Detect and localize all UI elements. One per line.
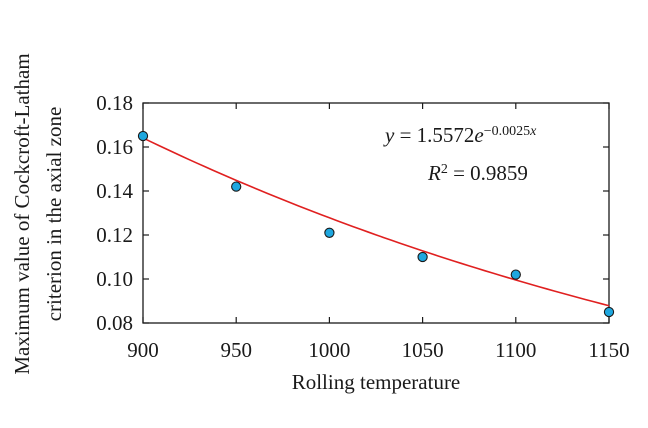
x-axis-title: Rolling temperature (292, 370, 461, 394)
y-axis-title-line1: Maximum value of Cockcroft-Latham (10, 53, 34, 374)
y-tick-label: 0.18 (96, 91, 133, 115)
exponential-trendline (142, 137, 610, 307)
x-tick-label: 1100 (495, 338, 536, 362)
data-point (231, 181, 242, 192)
r-squared-label: R2 = 0.9859 (427, 161, 528, 185)
equation-coefficient: = 1.5572 (394, 123, 474, 147)
y-tick-label: 0.12 (96, 223, 133, 247)
equation-exponent-var: x (529, 124, 537, 139)
x-tick-label: 900 (127, 338, 159, 362)
r2-value: = 0.9859 (448, 161, 528, 185)
equation-y: y (383, 123, 395, 147)
x-tick-label: 1000 (308, 338, 350, 362)
x-tick-label: 1050 (402, 338, 444, 362)
data-point (137, 130, 149, 142)
y-tick-label: 0.14 (96, 179, 133, 203)
trendline-equation: y = 1.5572e−0.0025x (383, 123, 537, 147)
equation-base: e (474, 123, 483, 147)
y-axis-title-line2: criterion in the axial zone (42, 107, 66, 322)
y-tick-label: 0.16 (96, 135, 133, 159)
y-tick-label: 0.08 (96, 311, 133, 335)
x-tick-label: 950 (220, 338, 252, 362)
data-point (510, 269, 521, 280)
y-axis-ticks: 0.08 0.10 0.12 0.14 0.16 0.18 (96, 91, 609, 335)
plot-area-frame (142, 102, 610, 324)
data-point (324, 227, 335, 238)
y-tick-label: 0.10 (96, 267, 133, 291)
x-tick-label: 1150 (588, 338, 629, 362)
r2-var: R (427, 161, 441, 185)
data-point (417, 251, 428, 263)
data-points (137, 130, 615, 318)
data-point (603, 306, 615, 318)
x-axis-ticks: 900 950 1000 1050 1100 1150 (127, 103, 630, 362)
r2-sup: 2 (441, 162, 448, 177)
equation-exponent: −0.0025 (484, 124, 530, 139)
